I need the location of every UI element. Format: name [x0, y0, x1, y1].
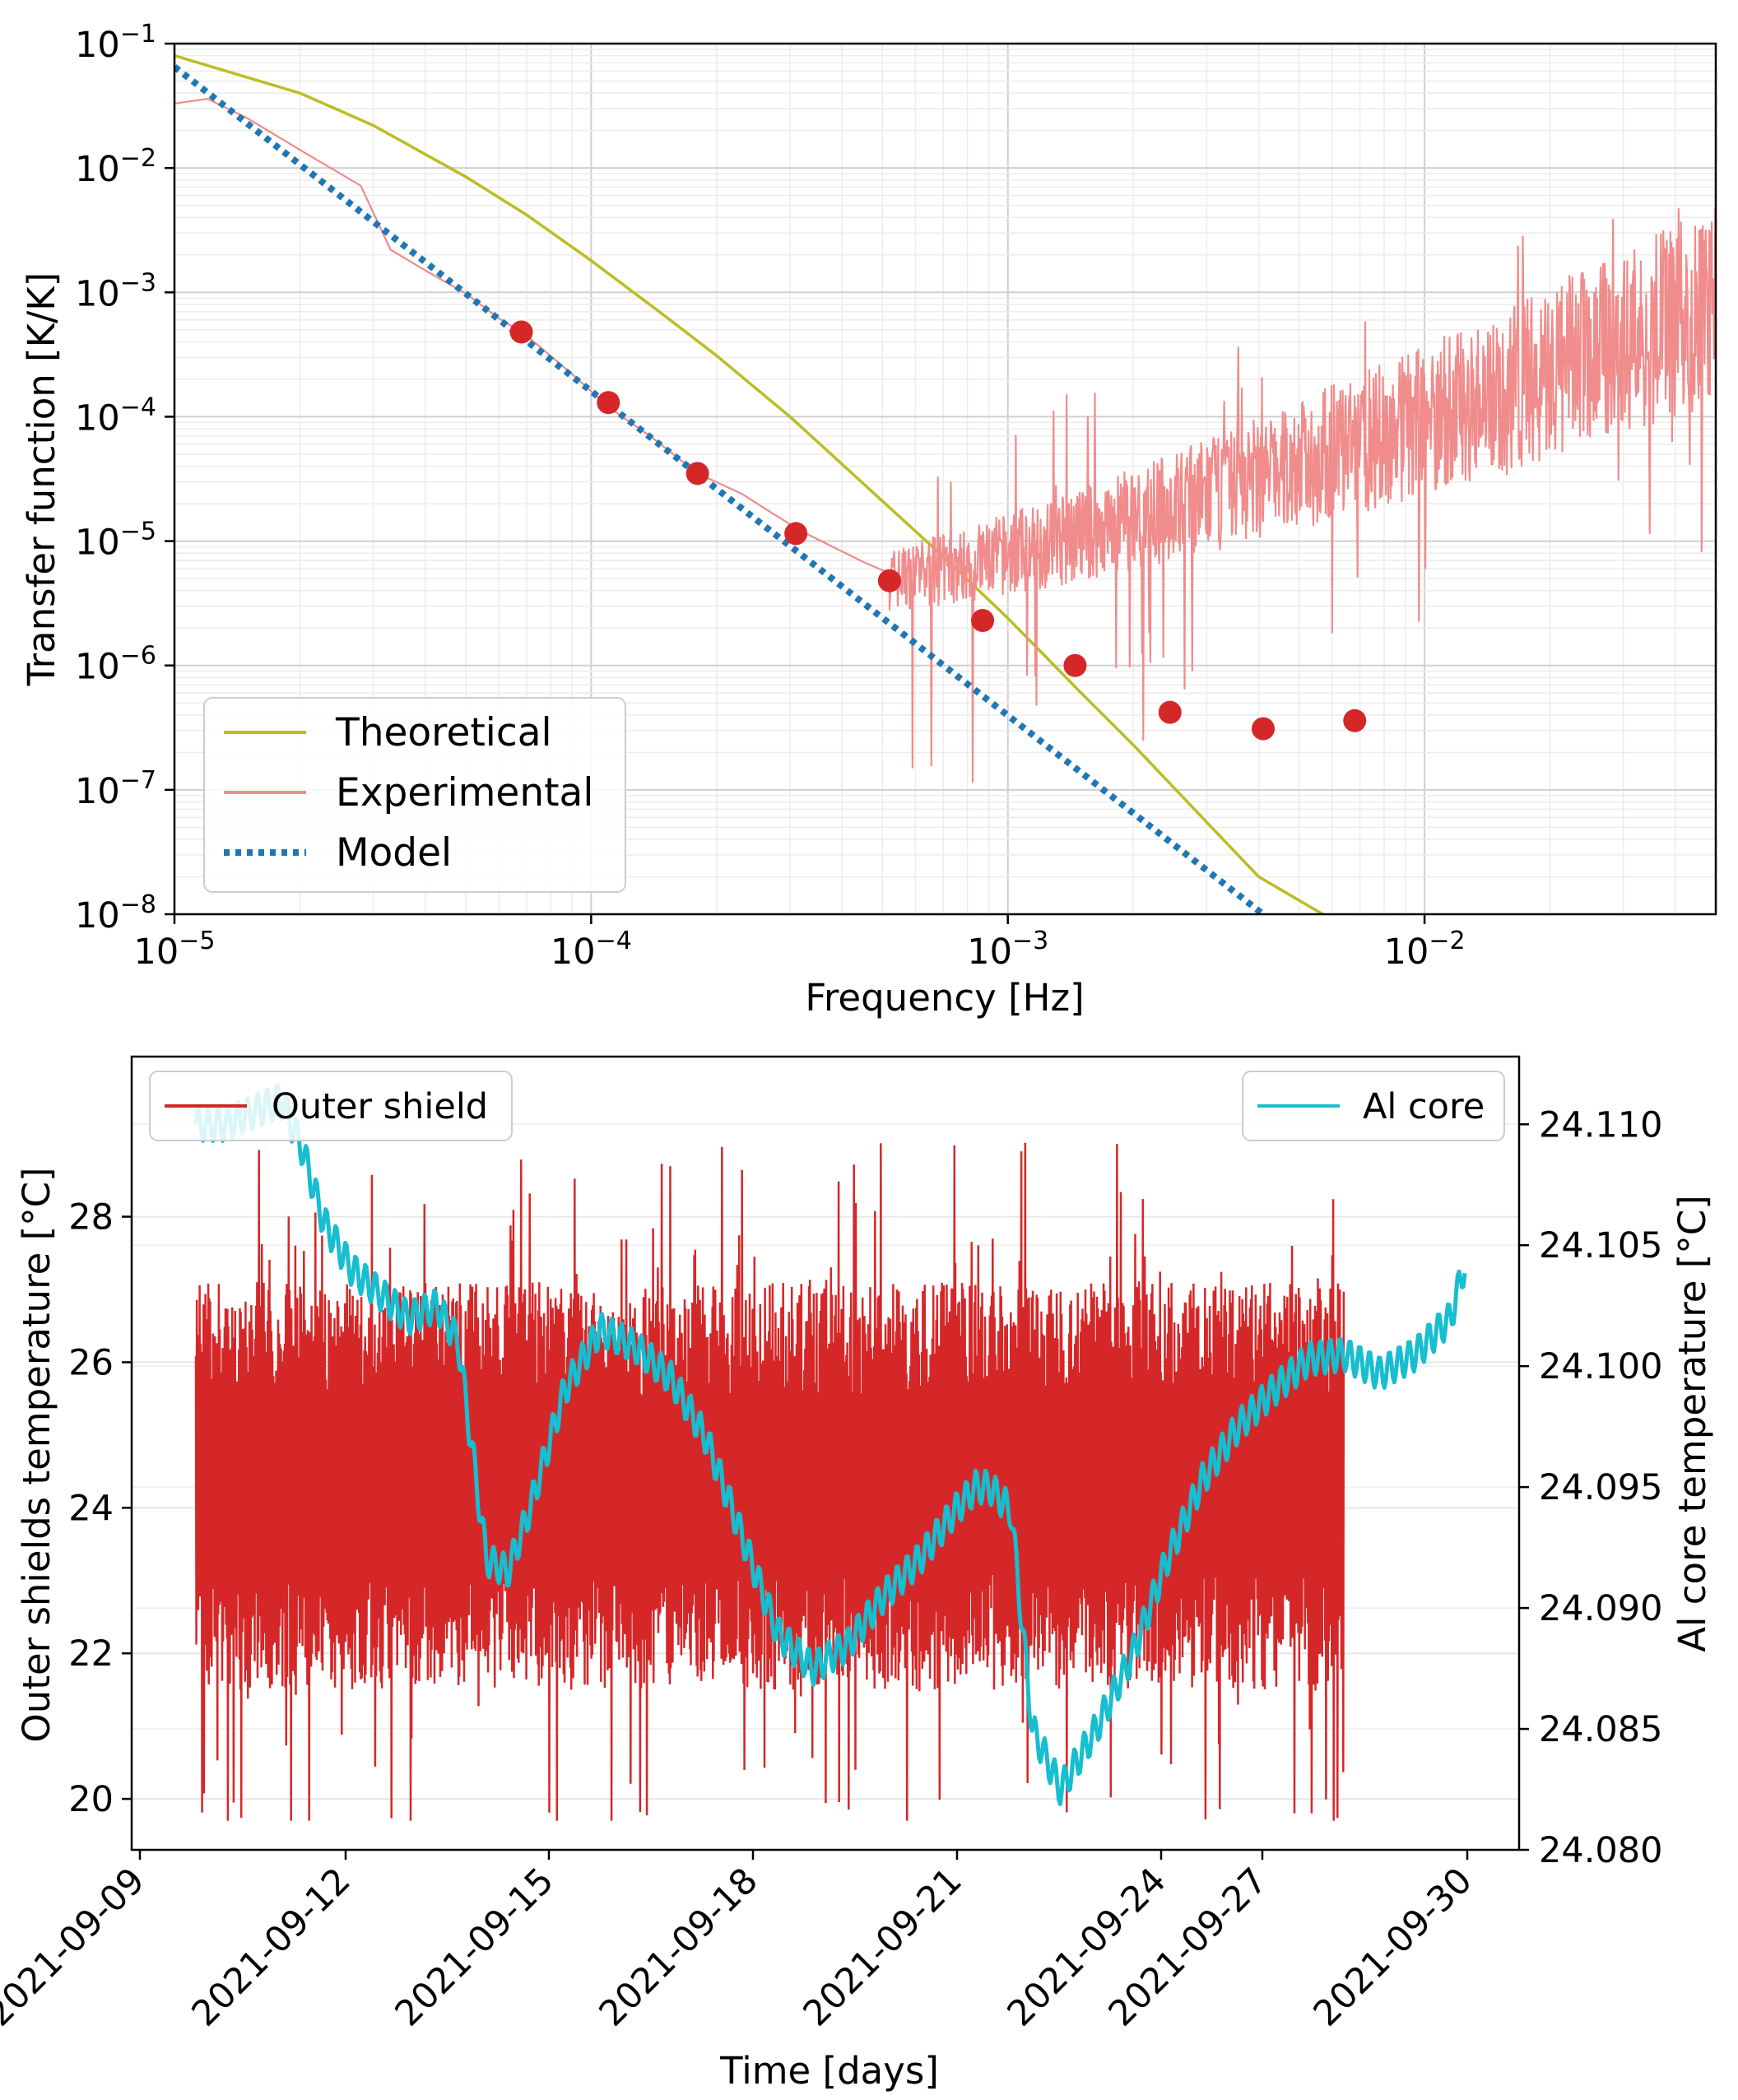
top-y-tick-label: 10−3: [75, 268, 156, 314]
experimental-marker: [1063, 653, 1087, 677]
bottom-y-tick-label-right: 24.080: [1539, 1830, 1662, 1871]
top-x-tick-label: 10−5: [134, 927, 216, 973]
outer-shield-legend-box: [149, 1071, 513, 1141]
top-y-tick-label: 10−7: [75, 766, 156, 812]
bottom-y-tick-label-right: 24.085: [1539, 1709, 1662, 1750]
bottom-legend-right: Al core: [1242, 1071, 1505, 1141]
experimental-marker: [1158, 700, 1182, 724]
bottom-series: [193, 1083, 1467, 1821]
bottom-x-axis-label: Time [days]: [719, 2049, 939, 2093]
experimental-marker: [971, 609, 995, 633]
legend-theoretical-label: Theoretical: [335, 710, 552, 755]
top-y-tick-label: 10−2: [75, 144, 156, 190]
theoretical-line: [174, 53, 1324, 914]
bottom-y-axis-label-right: Al core temperature [°C]: [1671, 1195, 1714, 1652]
bottom-y-tick-label-right: 24.090: [1539, 1588, 1662, 1629]
top-x-tick-label: 10−4: [551, 927, 632, 973]
top-plot-frame: [173, 42, 1717, 916]
top-clipped-series: [174, 53, 1716, 914]
top-y-tick-label: 10−8: [75, 890, 156, 936]
top-legend: Theoretical Experimental Model: [203, 697, 626, 893]
bottom-plot-frame: [130, 1055, 1521, 1851]
experimental-marker: [597, 391, 620, 415]
legend-experimental-label: Experimental: [336, 770, 593, 815]
bottom-y-tick-label-right: 24.105: [1539, 1225, 1662, 1266]
experimental-marker: [685, 462, 709, 486]
bottom-legend-left: Outer shield: [149, 1071, 513, 1141]
experimental-line: [174, 98, 1716, 783]
top-y-axis-label: Transfer function [K/K]: [20, 272, 63, 687]
bottom-y-tick-label-left: 20: [68, 1779, 114, 1820]
bottom-y-tick-label-right: 24.095: [1539, 1467, 1662, 1508]
outer-shield-line: [194, 1142, 1345, 1821]
top-x-tick-label: 10−3: [967, 927, 1048, 973]
experimental-marker: [509, 320, 533, 344]
top-x-tick-label: 10−2: [1384, 927, 1466, 973]
top-ticks: 10−5 10−4 10−3 10−2 10−1 10−2 10−3 10−4 10−5 10−6…: [75, 20, 1466, 973]
experimental-marker: [1343, 709, 1367, 732]
bottom-y-tick-label-left: 24: [68, 1488, 114, 1529]
legend-outer-shield-label: Outer shield: [272, 1086, 488, 1127]
experimental-marker: [1252, 717, 1276, 741]
experimental-marker: [784, 522, 808, 546]
top-series: [174, 53, 1716, 914]
al-core-line: [193, 1083, 1467, 1806]
top-y-tick-label: 10−4: [75, 393, 156, 439]
bottom-y-tick-label-left: 22: [68, 1633, 114, 1675]
experimental-marker: [877, 569, 901, 592]
bottom-y-tick-label-right: 24.100: [1539, 1346, 1662, 1387]
top-legend-box: [203, 697, 626, 893]
top-y-tick-label: 10−1: [75, 20, 156, 66]
top-x-axis-label: Frequency [Hz]: [805, 976, 1084, 1020]
transfer-function-chart: 10−5 10−4 10−3 10−2 10−1 10−2 10−3 10−4 10−5 10−6…: [20, 20, 1717, 1020]
bottom-y-tick-label-left: 28: [68, 1197, 114, 1238]
al-core-legend-box: [1242, 1071, 1505, 1141]
bottom-y-tick-label-right: 24.110: [1539, 1104, 1662, 1145]
top-y-tick-label: 10−6: [75, 642, 156, 688]
legend-model-label: Model: [336, 830, 452, 876]
bottom-y-axis-label-left: Outer shields temperature [°C]: [15, 1167, 58, 1742]
top-y-tick-label: 10−5: [75, 518, 156, 564]
legend-al-core-label: Al core: [1363, 1086, 1485, 1127]
top-grid: [174, 43, 1717, 915]
bottom-y-tick-label-left: 26: [68, 1342, 114, 1383]
